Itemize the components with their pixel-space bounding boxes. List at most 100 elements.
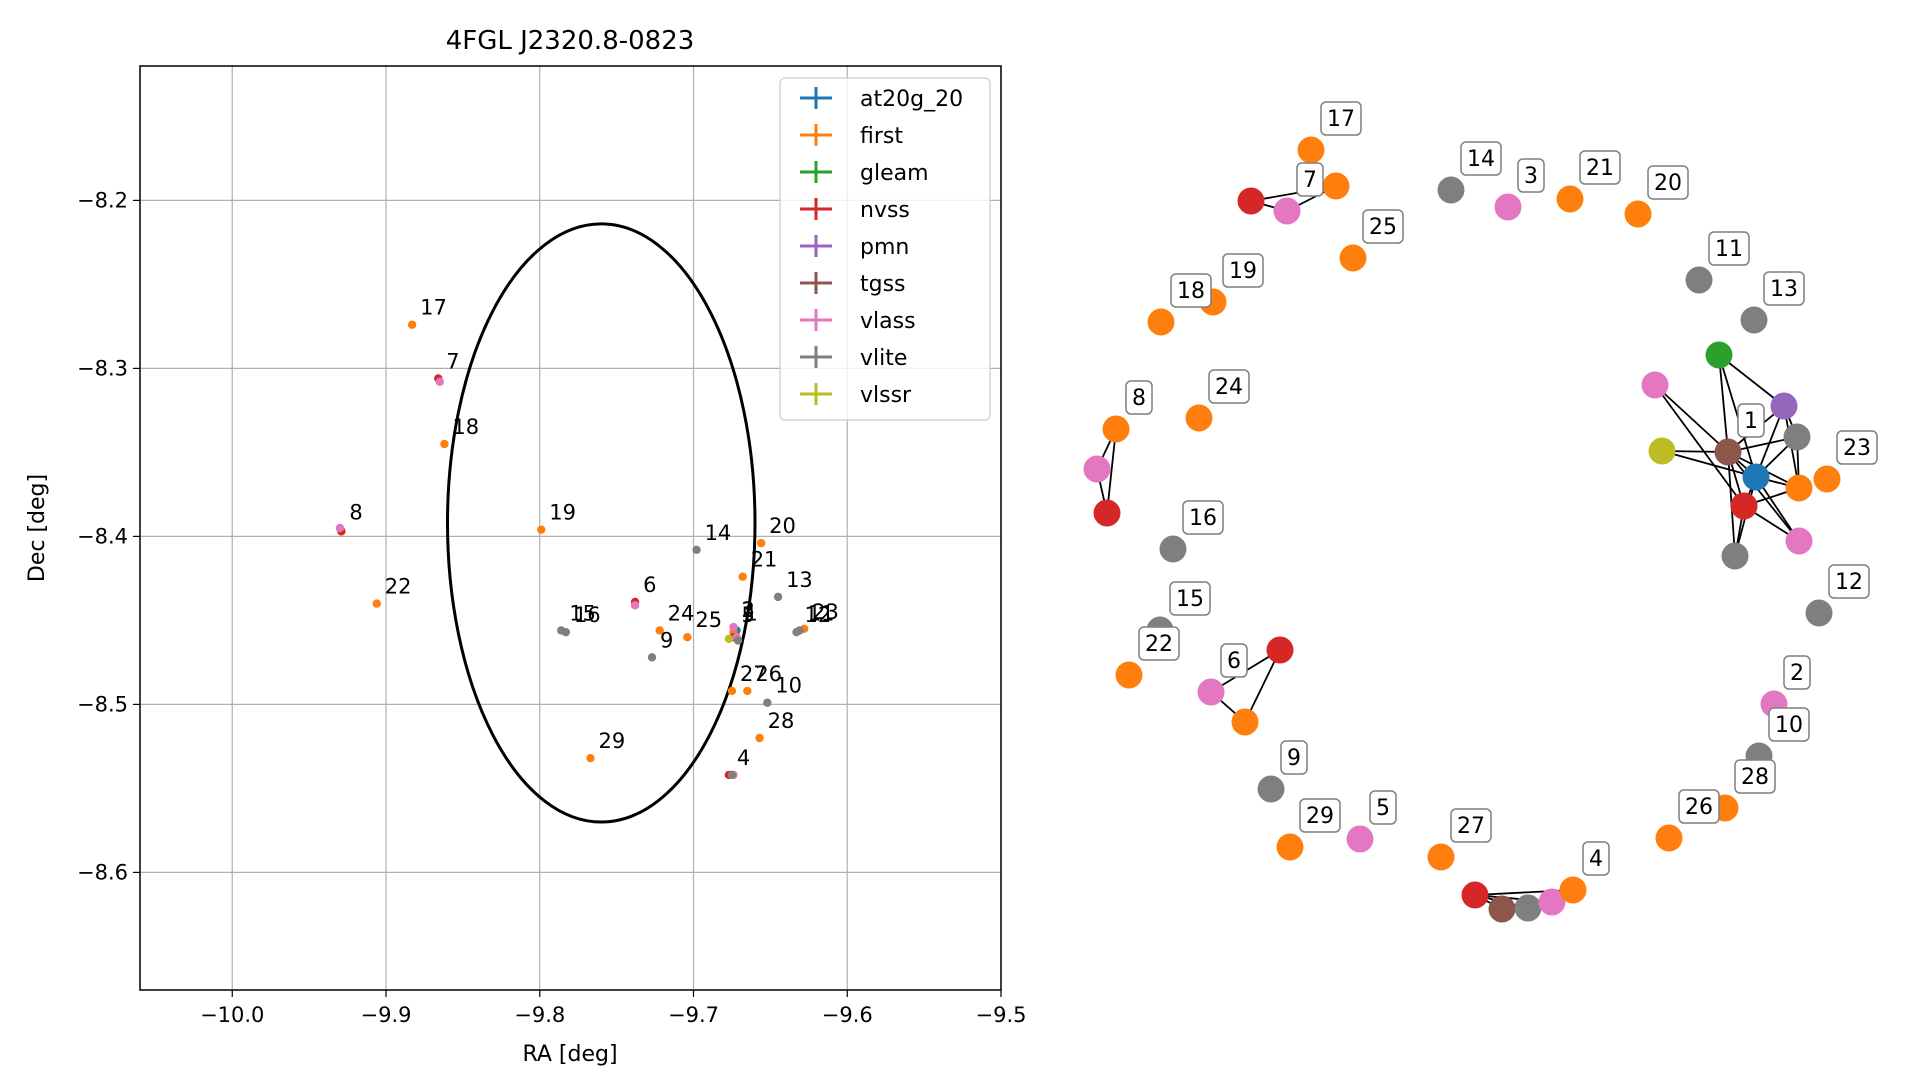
network-node <box>1437 176 1465 204</box>
node-label-box <box>1708 231 1750 266</box>
network-node <box>1257 775 1285 803</box>
network-node <box>1740 306 1768 334</box>
node-label-box <box>1296 162 1324 197</box>
legend-label: vlass <box>860 309 916 334</box>
x-tick-label: −9.7 <box>668 1003 719 1027</box>
node-label-box <box>1517 158 1545 193</box>
network-node <box>1714 438 1742 466</box>
data-point-vlite <box>561 627 571 637</box>
point-annotation: 13 <box>786 568 813 592</box>
network-edge <box>1654 384 1745 507</box>
point-annotation: 22 <box>385 575 412 599</box>
node-label-box <box>1763 271 1805 306</box>
point-annotation: 29 <box>598 729 625 753</box>
data-point-first <box>372 599 381 608</box>
network-node <box>1102 415 1130 443</box>
point-annotation: 9 <box>660 628 673 652</box>
network-node <box>1641 371 1669 399</box>
legend-label: vlssr <box>860 383 912 408</box>
network-node <box>1655 824 1683 852</box>
network-edge <box>1727 451 1800 542</box>
node-label: 24 <box>1215 375 1243 400</box>
node-label: 26 <box>1685 795 1713 820</box>
data-point-vlssr <box>724 634 734 644</box>
network-edge <box>1718 354 1785 407</box>
network-node <box>1805 599 1833 627</box>
legend-label: first <box>860 124 903 149</box>
network-node <box>1705 341 1733 369</box>
node-label: 21 <box>1586 156 1614 181</box>
network-edge <box>1654 384 1729 453</box>
node-label-box <box>1579 150 1621 185</box>
node-label: 27 <box>1457 814 1485 839</box>
legend-label: pmn <box>860 235 909 260</box>
network-node <box>1785 474 1813 502</box>
node-label: 8 <box>1132 386 1146 411</box>
legend-box <box>779 77 991 421</box>
y-tick-label: −8.5 <box>77 692 128 716</box>
node-label-box <box>1678 789 1720 824</box>
chart-title: 4FGL J2320.8-0823 <box>446 26 695 56</box>
network-node <box>1783 423 1811 451</box>
node-label: 29 <box>1306 804 1334 829</box>
node-label-box <box>1299 798 1341 833</box>
node-label-box <box>1460 141 1502 176</box>
data-point-first <box>756 538 766 548</box>
node-label: 4 <box>1589 847 1603 872</box>
y-axis-label: Dec [deg] <box>25 474 50 582</box>
data-point-vlite <box>795 626 804 635</box>
point-annotation: 5 <box>741 603 754 627</box>
data-point-vlite <box>647 653 657 662</box>
source-points-layer <box>335 320 809 780</box>
point-annotation: 7 <box>446 349 459 373</box>
data-point-first <box>683 633 692 642</box>
node-label-box <box>1836 430 1878 465</box>
data-point-vlass <box>435 377 445 387</box>
legend-label: gleam <box>860 161 929 186</box>
uncertainty-ellipse <box>446 222 757 824</box>
x-tick-label: −9.6 <box>822 1003 873 1027</box>
network-edge <box>1106 428 1117 514</box>
node-label: 19 <box>1229 259 1257 284</box>
node-label: 13 <box>1770 277 1798 302</box>
point-annotation: 23 <box>812 600 839 624</box>
node-label-box <box>1768 707 1810 742</box>
legend-label: vlite <box>860 346 907 371</box>
network-node <box>1115 661 1143 689</box>
node-label: 1 <box>1744 409 1758 434</box>
data-point-first <box>738 572 747 581</box>
data-point-first <box>537 525 546 534</box>
data-point-first <box>407 320 417 329</box>
point-annotation: 19 <box>549 501 576 525</box>
node-label-box <box>1320 101 1362 136</box>
network-node <box>1461 881 1489 909</box>
point-annotation: 14 <box>705 521 732 545</box>
data-point-vlite <box>733 636 743 645</box>
network-node <box>1538 888 1566 916</box>
network-node <box>1742 463 1770 491</box>
data-point-vlite <box>692 545 701 555</box>
node-label: 3 <box>1524 164 1538 189</box>
network-node <box>1083 455 1111 483</box>
node-label-box <box>1169 581 1211 616</box>
network-node <box>1273 197 1301 225</box>
point-annotation: 20 <box>769 514 796 538</box>
network-node <box>1231 708 1259 736</box>
legend-label: tgss <box>860 272 906 297</box>
point-annotation: 12 <box>805 603 832 627</box>
node-label: 10 <box>1775 713 1803 738</box>
node-label: 18 <box>1177 279 1205 304</box>
network-edge <box>1718 354 1729 453</box>
node-label-box <box>1182 500 1224 535</box>
node-label-box <box>1125 380 1153 415</box>
x-tick-label: −10.0 <box>200 1003 264 1027</box>
node-label-box <box>1170 273 1212 308</box>
y-tick-label: −8.2 <box>77 188 128 212</box>
axis-ticks: −10.0 −9.9 −9.8 −9.7 −9.6 −9.5 −8.2 −8.3 −8.4 −8.… <box>77 188 1027 1027</box>
node-label-box <box>1734 759 1776 794</box>
data-point-first <box>440 439 449 449</box>
node-label: 28 <box>1741 765 1769 790</box>
